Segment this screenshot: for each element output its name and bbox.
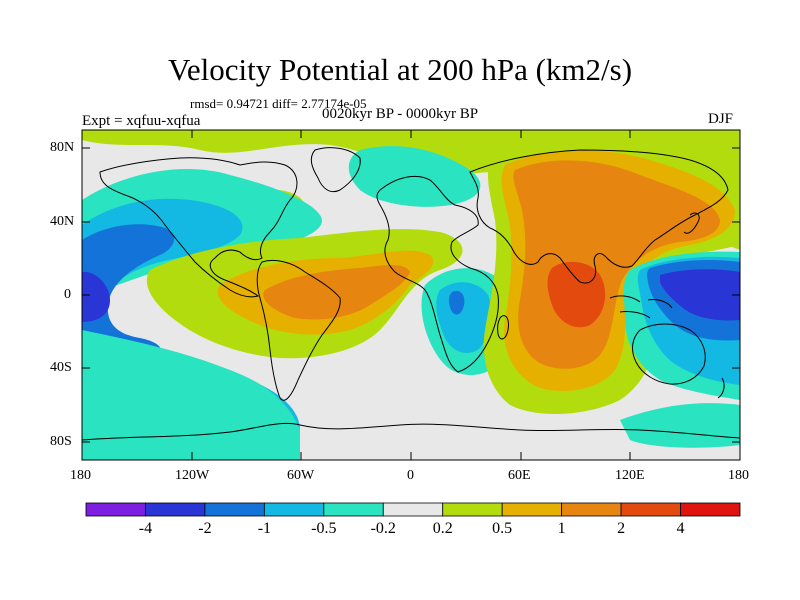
colorbar-swatch-2 [204, 502, 265, 517]
coast-indonesia [609, 295, 673, 319]
coastlines [82, 147, 740, 441]
colorbar-label-1: -2 [198, 520, 212, 537]
colorbar-swatch-0 [85, 502, 146, 517]
coast-europe-africa [376, 175, 499, 373]
coast-asia [469, 149, 729, 284]
colorbar-swatch-4 [323, 502, 384, 517]
colorbar-swatch-6 [442, 502, 503, 517]
lat-label-40n: 40N [50, 214, 75, 229]
colorbar-swatch-10 [680, 502, 741, 517]
field-pos-samerica-1 [263, 265, 410, 320]
lat-ticks [82, 147, 740, 443]
colorbar-label-5: 0.2 [432, 520, 453, 537]
coast-greenland [310, 147, 361, 193]
coast-japan [683, 212, 700, 234]
colorbar-swatch-8 [561, 502, 622, 517]
field-neg-south-02b [620, 403, 740, 448]
colorbar-label-8: 2 [617, 520, 626, 537]
colorbar-swatch-5 [382, 502, 444, 517]
coast-new-zealand [717, 377, 725, 399]
lon-label-180e: 180 [728, 468, 749, 483]
velocity-potential-field [82, 130, 740, 460]
colorbar-swatch-3 [263, 502, 325, 517]
colorbar-swatch-9 [620, 502, 681, 517]
colorbar-label-9: 4 [676, 520, 685, 537]
coast-south-america [256, 259, 341, 401]
period-text: 0020kyr BP - 0000kyr BP [322, 106, 479, 122]
coast-north-america [99, 157, 298, 298]
lon-label-120e: 120E [615, 468, 645, 483]
colorbar-label-4: -0.2 [370, 520, 396, 537]
colorbar-label-0: -4 [138, 520, 153, 537]
lat-label-80s: 80S [50, 434, 72, 449]
lat-label-40s: 40S [50, 360, 72, 375]
coast-antarctica [82, 422, 740, 441]
field-neg-west-2 [82, 271, 110, 322]
lon-label-60e: 60E [508, 468, 531, 483]
lat-label-80n: 80N [50, 140, 75, 155]
coast-madagascar [497, 315, 509, 340]
colorbar-swatch-7 [501, 502, 563, 517]
lon-label-0: 0 [407, 468, 414, 483]
colorbar [85, 502, 741, 517]
coast-australia [632, 323, 706, 385]
lon-label-120w: 120W [175, 468, 210, 483]
map-title: Velocity Potential at 200 hPa (km2/s) [167, 52, 633, 87]
field-neg-west-1 [82, 224, 175, 362]
field-pos-asia-2 [547, 261, 606, 328]
field-neg-africa-1 [448, 290, 465, 315]
colorbar-label-7: 1 [557, 520, 566, 537]
colorbar-label-3: -0.5 [311, 520, 337, 537]
lat-label-0: 0 [64, 287, 71, 302]
colorbar-label-2: -1 [257, 520, 272, 537]
field-neg-south-02 [82, 330, 300, 460]
stats-text: rmsd= 0.94721 diff= 2.77174e-05 [190, 96, 367, 111]
field-neg-wpac-2 [660, 269, 740, 321]
experiment-text: Expt = xqfuu-xqfua [82, 113, 201, 129]
lon-label-60w: 60W [287, 468, 315, 483]
lon-label-180w: 180 [70, 468, 91, 483]
colorbar-label-6: 0.5 [492, 520, 513, 537]
colorbar-swatch-1 [145, 502, 206, 517]
season-text: DJF [708, 111, 734, 127]
lon-ticks [81, 130, 741, 460]
